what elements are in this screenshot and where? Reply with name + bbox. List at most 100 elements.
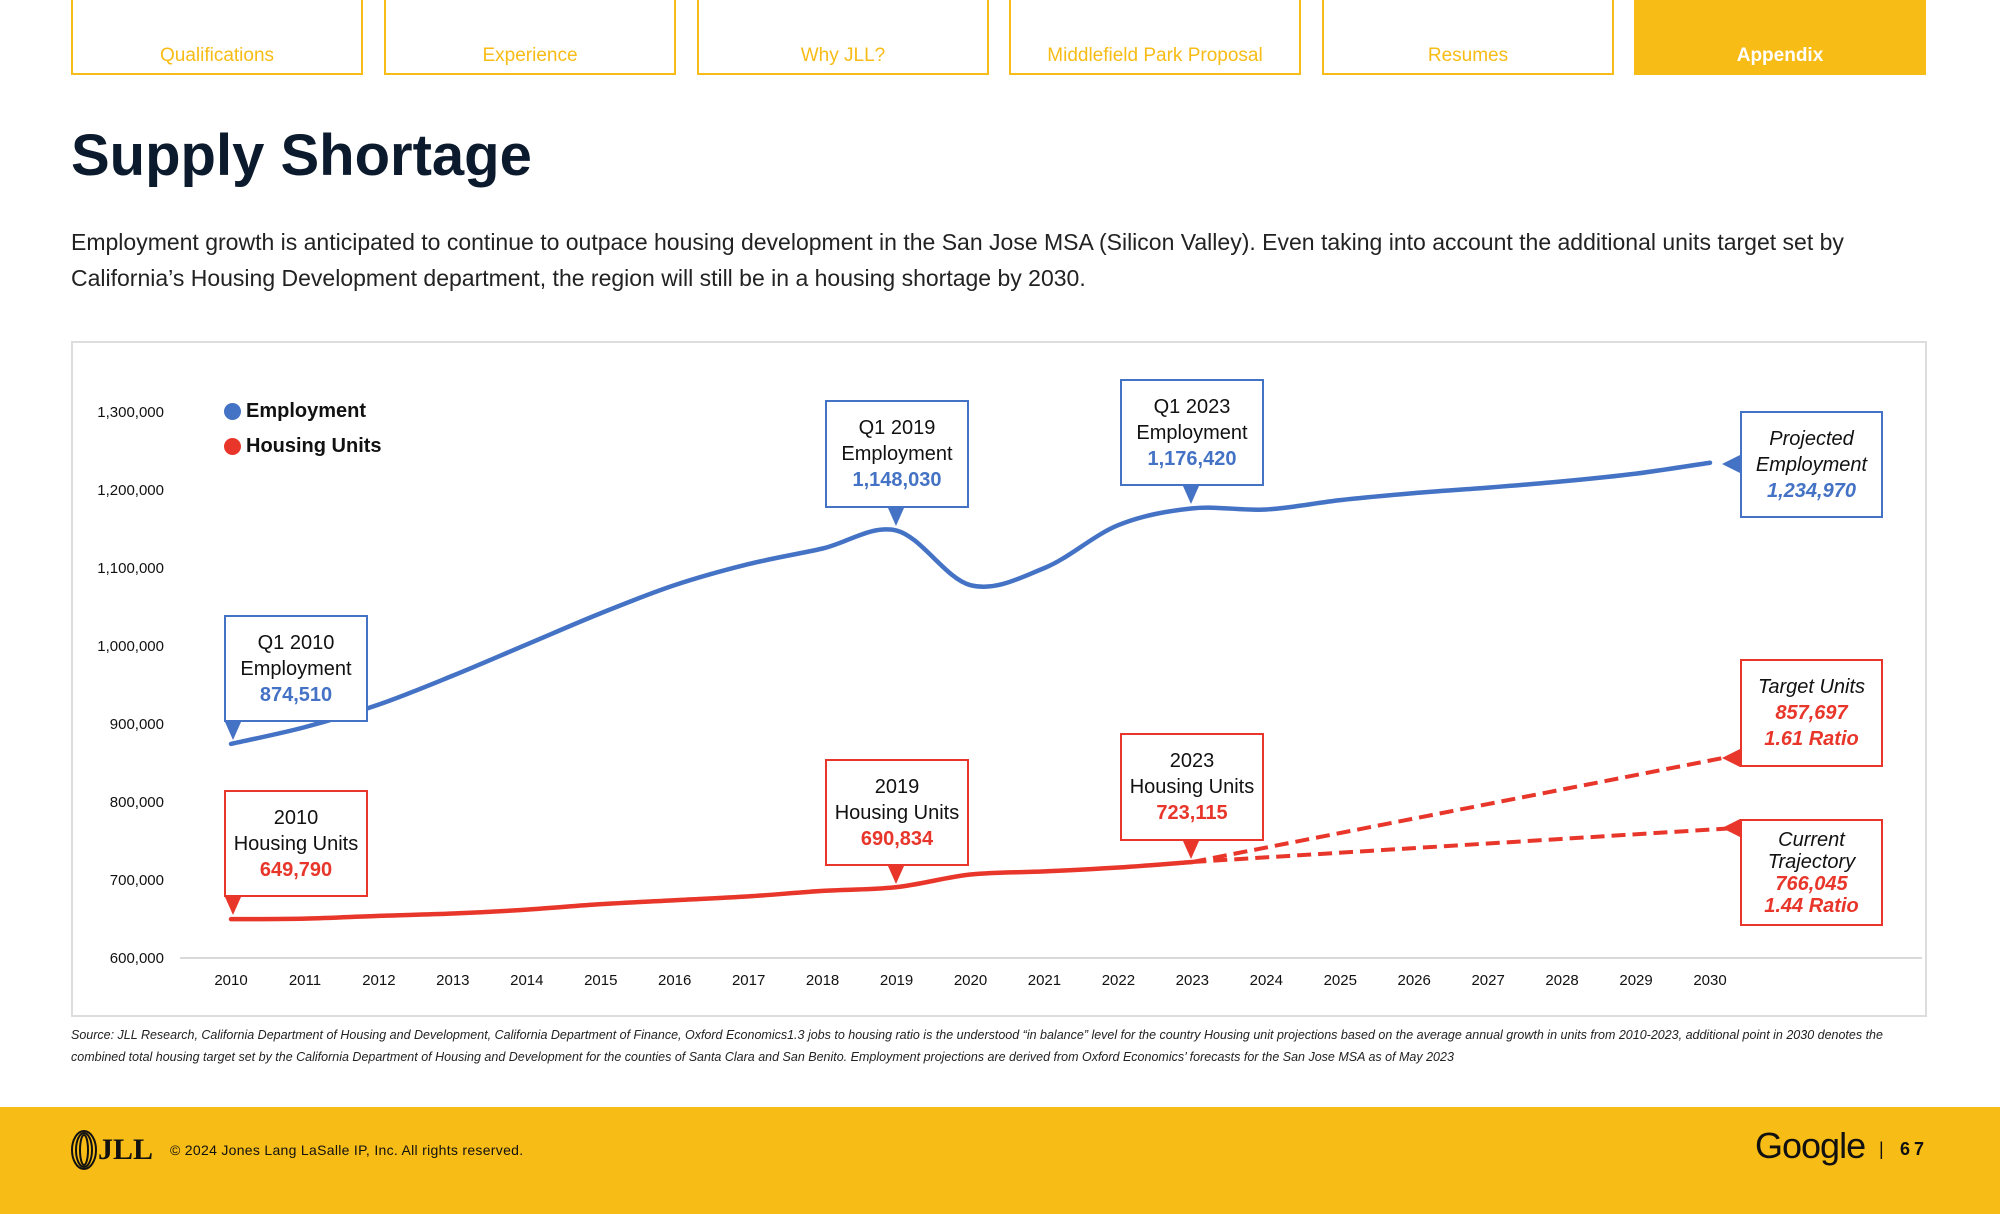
pointer-icon [1183,486,1199,504]
x-tick-label: 2025 [1324,972,1357,989]
annotation-line: 2010 [273,806,319,829]
x-tick-label: 2022 [1102,972,1135,989]
y-tick-label: 1,300,000 [97,404,164,421]
y-tick-label: 1,200,000 [97,482,164,499]
tab-appendix[interactable]: Appendix [1634,0,1926,75]
annotation-2010-housing: 2010 Housing Units 649,790 [224,790,368,897]
google-logo: Google [1755,1125,1866,1166]
jll-rings-icon [71,1130,97,1170]
series-line-employment [228,460,1713,747]
series-line-housing-units [228,859,1195,922]
annotation-line: 2023 [1169,750,1215,772]
pointer-icon [888,508,904,526]
tab-label: Why JLL? [800,45,886,66]
page-number: 67 [1900,1139,1929,1159]
x-tick-label: 2013 [436,972,469,989]
copyright: © 2024 Jones Lang LaSalle IP, Inc. All r… [170,1142,524,1158]
annotation-value: 766,045 [1775,872,1848,895]
x-tick-label: 2016 [658,972,691,989]
x-tick-label: 2011 [289,972,321,989]
tab-why-jll[interactable]: Why JLL? [697,0,989,75]
footer: JLL © 2024 Jones Lang LaSalle IP, Inc. A… [0,1107,2000,1214]
x-tick-label: 2012 [362,972,395,989]
legend-label: Housing Units [246,435,382,457]
jll-logo-text: JLL [98,1133,154,1166]
y-tick-label: 1,000,000 [97,638,164,655]
tab-label: Resumes [1427,45,1509,66]
annotation-line: Employment [240,657,352,680]
annotation-value: 1,148,030 [852,469,942,491]
legend-dot-icon [224,403,241,420]
annotation-line: 2019 [874,775,920,798]
x-tick-label: 2014 [510,972,543,989]
annotation-line: Q1 2019 [858,417,936,439]
annotation-value: 649,790 [259,858,333,881]
pointer-icon [888,866,904,884]
pointer-icon [225,722,241,740]
annotation-value: 1,234,970 [1767,479,1856,502]
annotation-value: 1,176,420 [1147,447,1237,470]
annotation-value: 857,697 [1775,702,1848,724]
legend-item-housing-units: Housing Units [224,435,382,458]
annotation-2023-housing: 2023 Housing Units 723,115 [1120,733,1264,841]
projection-line-target-units [1191,755,1729,864]
x-tick-label: 2010 [214,972,247,989]
annotation-2019-housing: 2019 Housing Units 690,834 [825,759,969,866]
annotation-value: 874,510 [259,683,333,706]
source-note: Source: JLL Research, California Departm… [71,1028,1883,1064]
tab-experience[interactable]: Experience [384,0,676,75]
page-title: Supply Shortage [71,123,532,188]
tab-label: Experience [482,45,578,66]
x-tick-label: 2024 [1250,972,1283,989]
annotation-q1-2010-employment: Q1 2010 Employment 874,510 [224,615,368,722]
legend-dot-icon [224,438,241,455]
y-tick-label: 900,000 [110,716,164,733]
legend-label: Employment [246,400,367,422]
annotation-line: Q1 2010 [257,631,335,654]
legend-item-employment: Employment [224,400,366,423]
pointer-icon [1722,819,1740,837]
annotation-line: Current [1778,828,1845,851]
annotation-current-trajectory: Current Trajectory 766,045 1.44 Ratio [1740,819,1883,926]
annotation-line: Housing Units [233,832,359,855]
x-tick-label: 2020 [954,972,987,989]
annotation-line: Employment [1136,421,1248,444]
annotation-line: Target Units [1757,676,1866,698]
y-tick-label: 800,000 [110,794,164,811]
x-tick-label: 2015 [584,972,617,989]
annotation-q1-2019-employment: Q1 2019 Employment 1,148,030 [825,400,969,508]
annotation-q1-2023-employment: Q1 2023 Employment 1,176,420 [1120,379,1264,486]
projection-line-current-trajectory [1192,826,1729,864]
footer-separator: | [1879,1139,1884,1159]
x-tick-label: 2023 [1176,972,1209,989]
annotation-target-units: Target Units 857,697 1.61 Ratio [1740,659,1883,767]
chart-container [71,341,1927,1017]
tab-resumes[interactable]: Resumes [1322,0,1614,75]
pointer-icon [1722,455,1740,473]
x-tick-label: 2017 [732,972,765,989]
y-tick-label: 700,000 [110,872,164,889]
x-tick-label: 2018 [806,972,839,989]
pointer-icon [1183,841,1199,859]
y-tick-label: 1,100,000 [97,560,164,577]
annotation-ratio: 1.61 Ratio [1764,728,1859,750]
y-tick-label: 600,000 [110,950,164,967]
x-tick-label: 2021 [1028,972,1061,989]
pointer-icon [1722,749,1740,767]
x-tick-label: 2019 [880,972,913,989]
page-description: Employment growth is anticipated to cont… [71,229,1844,291]
annotation-line: Housing Units [1129,776,1255,798]
tab-qualifications[interactable]: Qualifications [71,0,363,75]
tab-label: Qualifications [159,45,275,66]
x-tick-label: 2029 [1619,972,1652,989]
tab-middlefield-park-proposal[interactable]: Middlefield Park Proposal [1009,0,1301,75]
x-tick-label: 2028 [1545,972,1578,989]
annotation-line: Employment [1755,453,1868,476]
annotation-line: Housing Units [834,801,960,824]
annotation-value: 723,115 [1156,802,1228,824]
x-tick-label: 2027 [1471,972,1504,989]
tab-label: Middlefield Park Proposal [1047,45,1263,66]
annotation-value: 690,834 [860,827,934,850]
pointer-icon [225,897,241,915]
